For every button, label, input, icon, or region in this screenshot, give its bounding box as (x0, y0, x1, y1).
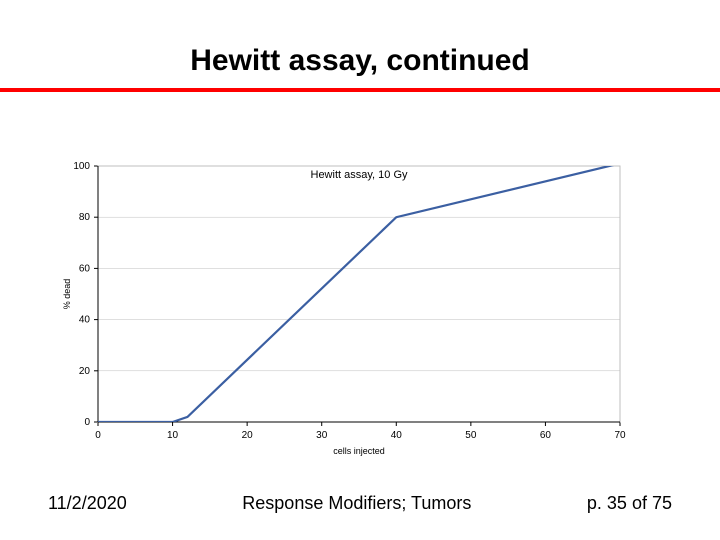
svg-text:cells injected: cells injected (333, 446, 385, 456)
svg-text:% dead: % dead (62, 279, 72, 310)
line-chart: 0 20 40 60 80 100 0 10 20 30 40 50 60 70 Hewitt assay,… (60, 160, 630, 460)
svg-text:50: 50 (465, 430, 477, 441)
footer-center: Response Modifiers; Tumors (242, 493, 471, 514)
svg-text:100: 100 (73, 161, 90, 172)
title-area: Hewitt assay, continued (0, 0, 720, 88)
title-underline (0, 88, 720, 92)
chart-container: 0 20 40 60 80 100 0 10 20 30 40 50 60 70 Hewitt assay,… (60, 160, 630, 460)
svg-text:80: 80 (79, 212, 91, 223)
footer-right: p. 35 of 75 (587, 493, 672, 514)
svg-text:30: 30 (316, 430, 328, 441)
slide: Hewitt assay, continued 0 20 40 60 80 100 0 10 2… (0, 0, 720, 540)
svg-text:0: 0 (84, 417, 90, 428)
svg-text:60: 60 (79, 263, 91, 274)
svg-text:20: 20 (79, 366, 91, 377)
svg-text:60: 60 (540, 430, 552, 441)
svg-text:Hewitt assay, 10 Gy: Hewitt assay, 10 Gy (311, 169, 408, 181)
svg-text:70: 70 (614, 430, 626, 441)
svg-text:20: 20 (242, 430, 254, 441)
svg-text:40: 40 (391, 430, 403, 441)
svg-text:40: 40 (79, 315, 91, 326)
footer: 11/2/2020 Response Modifiers; Tumors p. … (0, 493, 720, 514)
svg-text:10: 10 (167, 430, 179, 441)
footer-date: 11/2/2020 (48, 493, 127, 514)
slide-title: Hewitt assay, continued (0, 44, 720, 78)
svg-text:0: 0 (95, 430, 101, 441)
